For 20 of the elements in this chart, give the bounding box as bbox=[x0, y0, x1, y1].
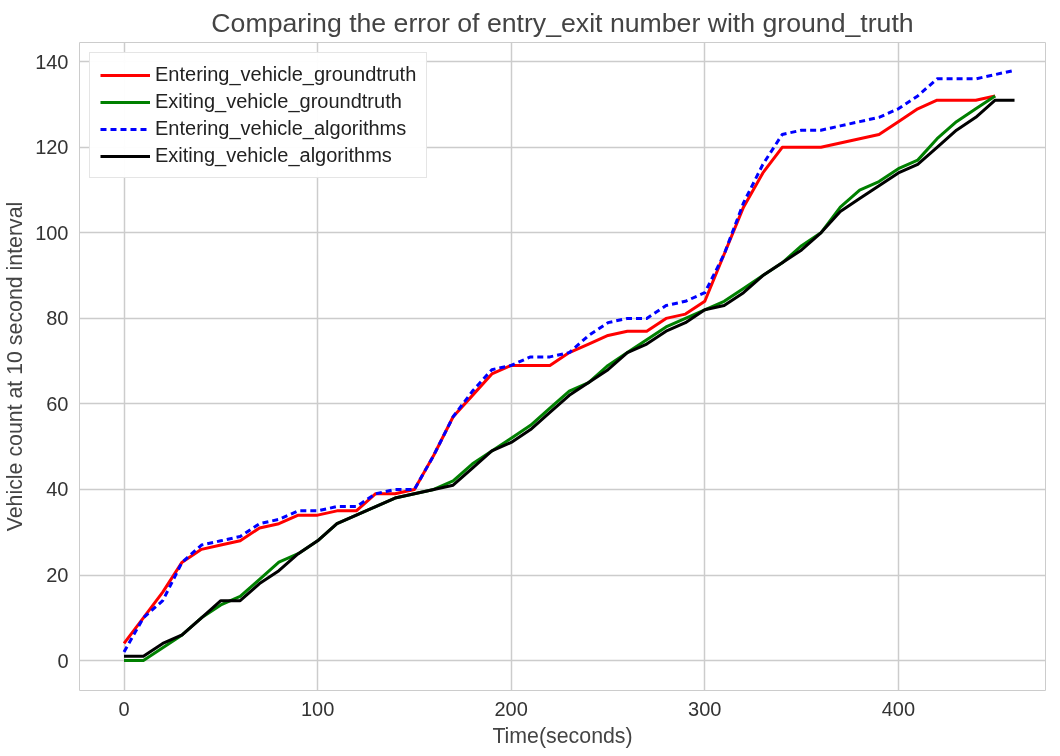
legend-label: Entering_vehicle_algorithms bbox=[155, 117, 407, 140]
x-axis-title: Time(seconds) bbox=[492, 723, 633, 748]
legend-label: Exiting_vehicle_groundtruth bbox=[155, 90, 402, 113]
y-tick-label: 60 bbox=[46, 392, 69, 415]
x-tick-label: 200 bbox=[494, 697, 528, 720]
legend-label: Entering_vehicle_groundtruth bbox=[155, 63, 417, 86]
y-axis-title: Vehicle count at 10 second interval bbox=[3, 201, 28, 532]
y-tick-label: 0 bbox=[57, 649, 69, 672]
y-tick-label: 40 bbox=[46, 478, 69, 501]
y-tick-label: 80 bbox=[46, 307, 69, 330]
x-tick-label: 300 bbox=[688, 697, 722, 720]
x-tick-label: 400 bbox=[881, 697, 916, 720]
y-tick-label: 140 bbox=[35, 50, 69, 73]
y-tick-label: 20 bbox=[46, 564, 69, 587]
y-tick-label: 120 bbox=[35, 136, 69, 159]
x-tick-label: 100 bbox=[300, 697, 335, 720]
y-tick-label: 100 bbox=[35, 221, 69, 244]
legend-label: Exiting_vehicle_algorithms bbox=[155, 144, 392, 167]
x-tick-label: 0 bbox=[118, 697, 130, 720]
chart-title: Comparing the error of entry_exit number with ground_truth bbox=[211, 7, 914, 38]
